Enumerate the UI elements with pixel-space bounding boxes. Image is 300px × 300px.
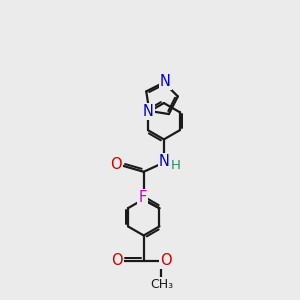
Text: O: O bbox=[160, 253, 172, 268]
Text: N: N bbox=[160, 74, 171, 89]
Text: N: N bbox=[143, 104, 154, 119]
Text: CH₃: CH₃ bbox=[150, 278, 173, 291]
Text: O: O bbox=[110, 157, 122, 172]
Text: O: O bbox=[111, 253, 123, 268]
Text: N: N bbox=[159, 154, 170, 169]
Text: H: H bbox=[171, 159, 181, 172]
Text: F: F bbox=[139, 190, 147, 205]
